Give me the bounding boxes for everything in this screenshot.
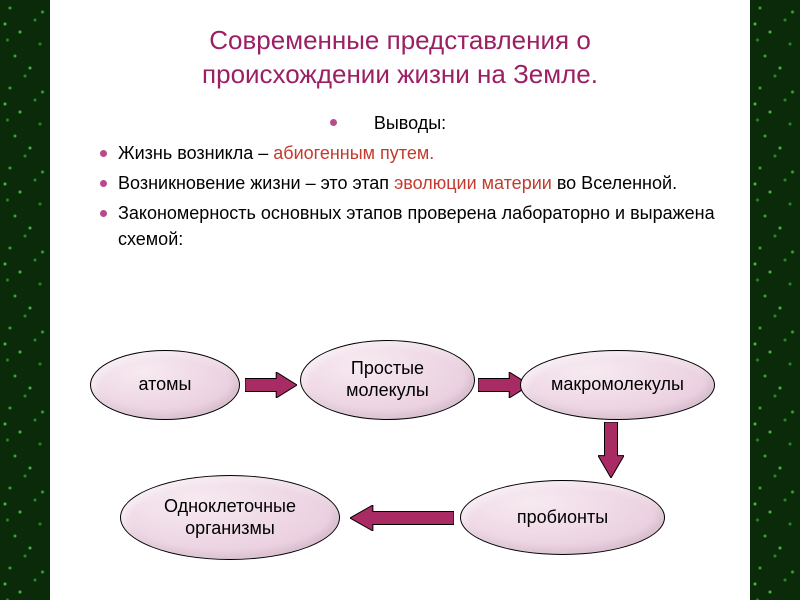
- bullet-text-pre: Закономерность основных этапов проверена…: [118, 203, 715, 249]
- node-macro: макромолекулы: [520, 350, 715, 420]
- bullet-text-pre: Возникновение жизни – это этап: [118, 173, 394, 193]
- bullet-list: Выводы: Жизнь возникла – абиогенным путем…: [80, 110, 720, 252]
- bullet-text-post: Выводы:: [374, 113, 446, 133]
- bullet-text-pre: Жизнь возникла –: [118, 143, 273, 163]
- arrow-left: [350, 505, 454, 531]
- title-line-1: Современные представления о: [209, 25, 591, 55]
- node-label: Одноклеточныеорганизмы: [164, 496, 296, 539]
- node-unicell: Одноклеточныеорганизмы: [120, 475, 340, 560]
- bullet-item: Выводы:: [100, 110, 720, 136]
- left-decorative-border: [0, 0, 50, 600]
- node-label: макромолекулы: [551, 374, 684, 396]
- arrow-right: [245, 372, 297, 398]
- node-label: пробионты: [517, 507, 608, 529]
- node-label: Простыемолекулы: [346, 358, 429, 401]
- arrow-down: [598, 422, 624, 478]
- node-label: атомы: [139, 374, 192, 396]
- bullet-text-post: во Вселенной.: [552, 173, 677, 193]
- flow-diagram: атомы Простыемолекулы макромолекулы Однокле…: [50, 340, 750, 580]
- node-simple: Простыемолекулы: [300, 340, 475, 420]
- node-probionts: пробионты: [460, 480, 665, 555]
- right-decorative-border: [750, 0, 800, 600]
- node-atoms: атомы: [90, 350, 240, 420]
- title-line-2: происхождении жизни на Земле.: [202, 59, 598, 89]
- bullet-item: Возникновение жизни – это этап эволюции …: [100, 170, 720, 196]
- bullet-text-highlight: эволюции материи: [394, 173, 552, 193]
- slide-title: Современные представления о происхождени…: [80, 24, 720, 92]
- slide-content: Современные представления о происхождени…: [50, 0, 750, 600]
- bullet-item: Жизнь возникла – абиогенным путем.: [100, 140, 720, 166]
- bullet-item: Закономерность основных этапов проверена…: [100, 200, 720, 252]
- bullet-text-highlight: абиогенным путем.: [273, 143, 434, 163]
